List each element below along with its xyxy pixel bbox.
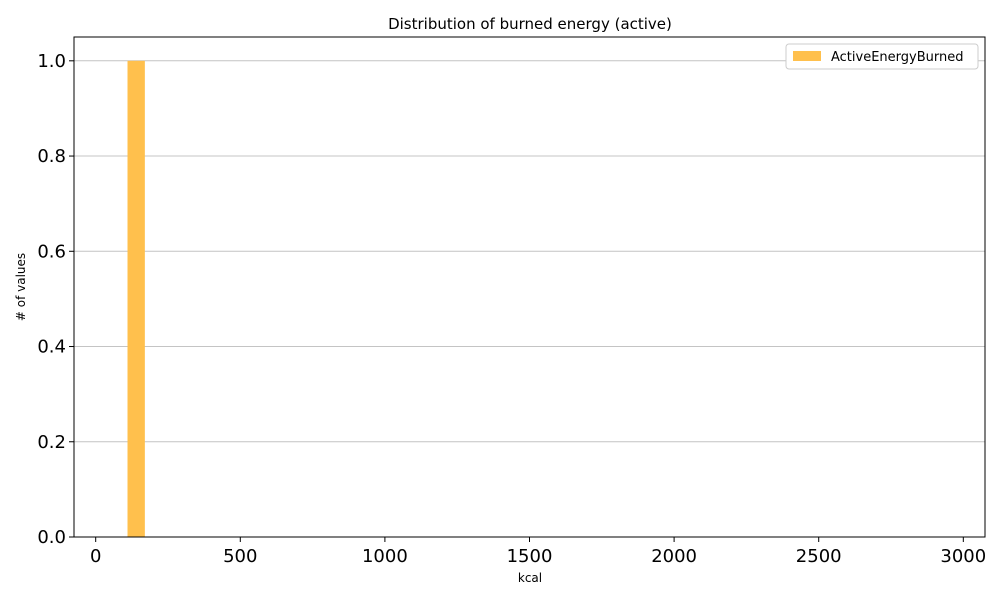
y-tick-label: 0.4 [37, 337, 66, 358]
y-tick-label: 0.0 [37, 527, 66, 548]
legend-label: ActiveEnergyBurned [831, 50, 964, 65]
x-tick-label: 500 [223, 546, 257, 567]
x-tick-label: 3000 [940, 546, 986, 567]
x-tick-label: 0 [90, 546, 101, 567]
legend-frame [785, 43, 979, 70]
x-axis-label: kcal [518, 571, 542, 585]
y-axis-label: # of values [14, 253, 28, 321]
y-tick-label: 1.0 [37, 51, 66, 72]
plot-frame [73, 36, 986, 538]
legend: ActiveEnergyBurned [785, 43, 979, 70]
legend-swatch [793, 51, 821, 61]
bars [127, 60, 145, 538]
y-axis-ticks: 0.0 0.2 0.4 0.6 0.8 1.0 [37, 51, 74, 548]
y-tick-label: 0.2 [37, 432, 66, 453]
y-gridlines [74, 60, 985, 443]
histogram-bar [127, 60, 145, 538]
y-tick-label: 0.6 [37, 241, 66, 262]
x-tick-label: 1500 [507, 546, 553, 567]
x-axis-ticks: 0 500 1000 1500 2000 2500 3000 [90, 537, 986, 567]
y-tick-label: 0.8 [37, 146, 66, 167]
chart-title: Distribution of burned energy (active) [388, 15, 672, 33]
x-tick-label: 1000 [362, 546, 408, 567]
x-tick-label: 2500 [796, 546, 842, 567]
x-tick-label: 2000 [651, 546, 697, 567]
